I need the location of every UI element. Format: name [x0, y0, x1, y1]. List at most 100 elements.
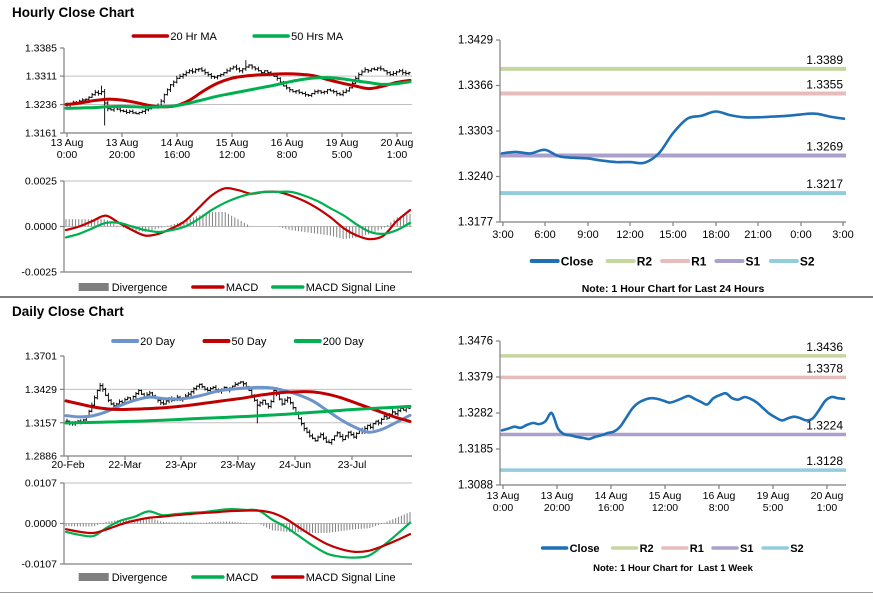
x-tick-label: 12:00 — [219, 149, 245, 161]
legend-label: S2 — [790, 543, 803, 555]
x-tick-label: 22-Mar — [108, 459, 142, 471]
legend-item-s2: S2 — [768, 254, 815, 268]
series-line-close — [500, 391, 846, 441]
legend-item-50-hrs-ma: 50 Hrs MA — [252, 31, 344, 43]
legend-item-20-day: 20 Day — [111, 336, 176, 348]
legend-label: 50 Day — [231, 336, 266, 348]
x-tick-label: 8:00 — [277, 149, 298, 161]
series-line-20-day — [64, 385, 412, 434]
y-tick-label: 1.3161 — [25, 128, 57, 140]
x-tick-label: 3:00 — [492, 229, 513, 241]
x-tick-label: 23-Jul — [338, 459, 367, 471]
y-tick-label: 0.0000 — [25, 221, 57, 233]
legend-label: 50 Hrs MA — [291, 31, 344, 43]
x-tick-label: 14 Aug — [595, 490, 628, 502]
legend-item-200-day: 200 Day — [293, 336, 364, 348]
legend-item-macd: MACD — [191, 282, 258, 294]
daily-section-title: Daily Close Chart — [12, 304, 124, 319]
gridlines — [64, 482, 412, 524]
x-tick-label: 5:00 — [763, 502, 784, 514]
series-line-macd — [64, 186, 412, 241]
legend-label: R1 — [690, 543, 704, 555]
legend-label: S2 — [800, 254, 815, 268]
weekly-pivot-note: Note: 1 Hour Chart for Last 1 Week — [593, 563, 753, 574]
legend-label: MACD — [226, 572, 258, 584]
legend-item-50-day: 50 Day — [202, 336, 267, 348]
x-tick-label: 13 Aug — [51, 137, 84, 149]
x-tick-label: 19 Aug — [757, 490, 790, 502]
level-label-r2: 1.3389 — [806, 53, 843, 67]
x-tick-label: 5:00 — [332, 149, 353, 161]
axes: 0.0025 0.0000 -0.0025 — [21, 176, 412, 279]
legend-swatch — [78, 283, 109, 291]
x-tick-label: 20:00 — [109, 149, 135, 161]
level-s2: 1.3128 — [500, 454, 846, 472]
legend-item-s1: S1 — [714, 254, 761, 268]
legend-label: 20 Day — [140, 336, 175, 348]
series-line-macd-signal-line — [64, 509, 412, 554]
y-tick-label: 1.3088 — [458, 480, 493, 492]
y-tick-label: 0.0107 — [25, 478, 57, 490]
x-tick-label: 19 Aug — [326, 137, 359, 149]
level-label-s2: 1.3217 — [806, 177, 843, 191]
legend-label: MACD Signal Line — [306, 572, 396, 584]
x-tick-label: 8:00 — [709, 502, 730, 514]
hourly-pivot-chart: 1.3389 1.3355 1.3269 1.3217 1.3429 1.3366 1.33… — [458, 35, 854, 269]
level-label-s2: 1.3128 — [806, 454, 843, 468]
x-tick-label: 20 Aug — [811, 490, 844, 502]
legend-item-s2: S2 — [761, 543, 804, 555]
y-tick-label: 1.3236 — [25, 99, 57, 111]
y-tick-label: 0.0000 — [25, 518, 57, 530]
legend-label: R2 — [637, 254, 653, 268]
legend-label: Divergence — [112, 572, 168, 584]
y-tick-label: 1.3311 — [26, 71, 57, 83]
legend-label: R1 — [691, 254, 707, 268]
y-tick-label: 1.3157 — [25, 417, 57, 429]
level-label-r1: 1.3355 — [806, 77, 843, 91]
x-tick-label: 16:00 — [598, 502, 624, 514]
level-r1: 1.3355 — [500, 77, 846, 96]
x-tick-label: 13 Aug — [541, 490, 574, 502]
x-tick-label: 6:00 — [534, 229, 555, 241]
legend: 20 Day 50 Day 200 Day — [111, 336, 364, 348]
series-line-macd — [64, 508, 412, 559]
x-tick-label: 18:00 — [702, 229, 730, 241]
legend-label: 20 Hr MA — [170, 31, 217, 43]
x-tick-label: 13 Aug — [106, 137, 139, 149]
axes: 0.0107 0.0000 -0.0107 — [21, 478, 412, 571]
x-tick-label: 9:00 — [577, 229, 598, 241]
legend: 20 Hr MA 50 Hrs MA — [131, 31, 344, 43]
x-tick-label: 12:00 — [652, 502, 678, 514]
legend-label: Divergence — [112, 282, 168, 294]
legend-item-s1: S1 — [711, 543, 753, 555]
legend-label: 200 Day — [323, 336, 364, 348]
weekly-pivot-chart: 1.3436 1.3378 1.3224 1.3128 1.3476 1.3379 1.32… — [458, 336, 846, 555]
x-tick-label: 15:00 — [659, 229, 687, 241]
legend-item-20-hr-ma: 20 Hr MA — [131, 31, 217, 43]
hourly-section-title: Hourly Close Chart — [12, 5, 135, 20]
legend-swatch — [78, 573, 109, 581]
legend: Divergence MACD MACD Signal Line — [78, 572, 396, 584]
legend-item-r1: R1 — [661, 543, 704, 555]
legend-label: S1 — [740, 543, 753, 555]
series-line-close — [500, 110, 846, 165]
x-tick-label: 20 Aug — [381, 137, 414, 149]
series-line-50-hrs-ma — [64, 76, 412, 110]
x-tick-label: 24-Jun — [279, 459, 311, 471]
y-tick-label: 1.3282 — [458, 408, 493, 420]
x-tick-label: 3:00 — [832, 229, 853, 241]
x-tick-label: 15 Aug — [216, 137, 249, 149]
series-line-macd-signal-line — [64, 190, 412, 239]
level-label-s1: 1.3224 — [806, 419, 843, 433]
level-r2: 1.3436 — [500, 340, 846, 358]
x-tick-label: 15 Aug — [649, 490, 682, 502]
y-tick-label: 1.3240 — [458, 171, 493, 183]
x-tick-label: 16:00 — [164, 149, 190, 161]
x-tick-label: 20-Feb — [51, 459, 84, 471]
section-divider — [0, 296, 873, 298]
x-tick-label: 0:00 — [790, 229, 811, 241]
